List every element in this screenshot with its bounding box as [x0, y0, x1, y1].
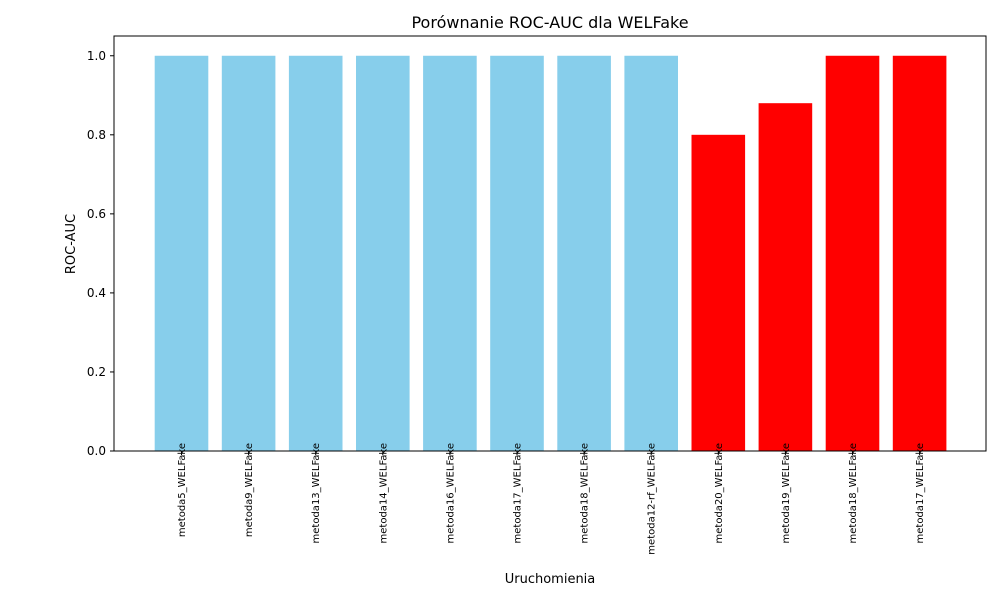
bar-12: [892, 55, 947, 451]
bar-1: [154, 55, 209, 451]
bar-4: [356, 55, 410, 451]
x-tick-label-6: metoda17_WELFake: [513, 443, 524, 543]
x-tick-label-11: metoda18_WELFake: [848, 443, 859, 543]
y-tick-label-2: 0.2: [87, 365, 106, 379]
x-tick-label-7: metoda18_WELFake: [580, 443, 591, 543]
bar-8: [624, 55, 678, 451]
chart-title: Porównanie ROC-AUC dla WELFake: [411, 13, 688, 32]
x-tick-label-1: metoda5_WELFake: [177, 443, 188, 537]
x-tick-label-5: metoda16_WELFake: [445, 443, 456, 543]
x-tick-label-12: metoda17_WELFake: [915, 443, 926, 543]
bar-10: [758, 103, 813, 451]
bar-11: [825, 55, 880, 451]
bar-7: [557, 55, 611, 451]
y-tick-label-1: 0.0: [87, 444, 106, 458]
y-tick-label-5: 0.8: [87, 128, 106, 142]
x-tick-label-2: metoda9_WELFake: [244, 443, 255, 537]
x-axis-label: Uruchomienia: [505, 572, 596, 587]
bar-5: [423, 55, 477, 451]
y-tick-label-6: 1.0: [87, 49, 106, 63]
x-tick-label-4: metoda14_WELFake: [378, 443, 389, 543]
bar-3: [288, 55, 343, 451]
bar-6: [490, 55, 544, 451]
plot-frame: [113, 35, 987, 452]
y-axis-ticks: 0.0 0.2 0.4 0.6 0.8 1.0: [87, 49, 114, 458]
bar-9: [691, 134, 746, 451]
x-tick-label-10: metoda19_WELFake: [781, 443, 792, 543]
bar-2: [221, 55, 276, 451]
bars-group: [154, 55, 947, 451]
y-axis-label: ROC-AUC: [64, 214, 79, 274]
y-tick-label-4: 0.6: [87, 207, 106, 221]
x-axis-ticks: metoda5_WELFake metoda9_WELFake metoda13_W…: [177, 443, 926, 555]
x-tick-label-3: metoda13_WELFake: [311, 443, 322, 543]
x-tick-label-9: metoda20_WELFake: [714, 443, 725, 543]
y-tick-label-3: 0.4: [87, 286, 106, 300]
x-tick-label-8: metoda12-rf_WELFake: [647, 443, 658, 555]
